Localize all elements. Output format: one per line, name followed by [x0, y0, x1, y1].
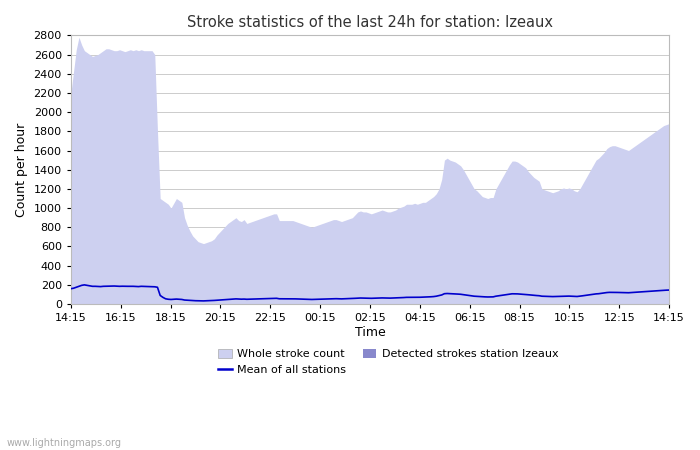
Text: www.lightningmaps.org: www.lightningmaps.org [7, 438, 122, 448]
Legend: Whole stroke count, Mean of all stations, Detected strokes station Izeaux: Whole stroke count, Mean of all stations… [214, 345, 563, 380]
X-axis label: Time: Time [355, 326, 386, 339]
Title: Stroke statistics of the last 24h for station: Izeaux: Stroke statistics of the last 24h for st… [187, 15, 553, 30]
Y-axis label: Count per hour: Count per hour [15, 122, 28, 217]
